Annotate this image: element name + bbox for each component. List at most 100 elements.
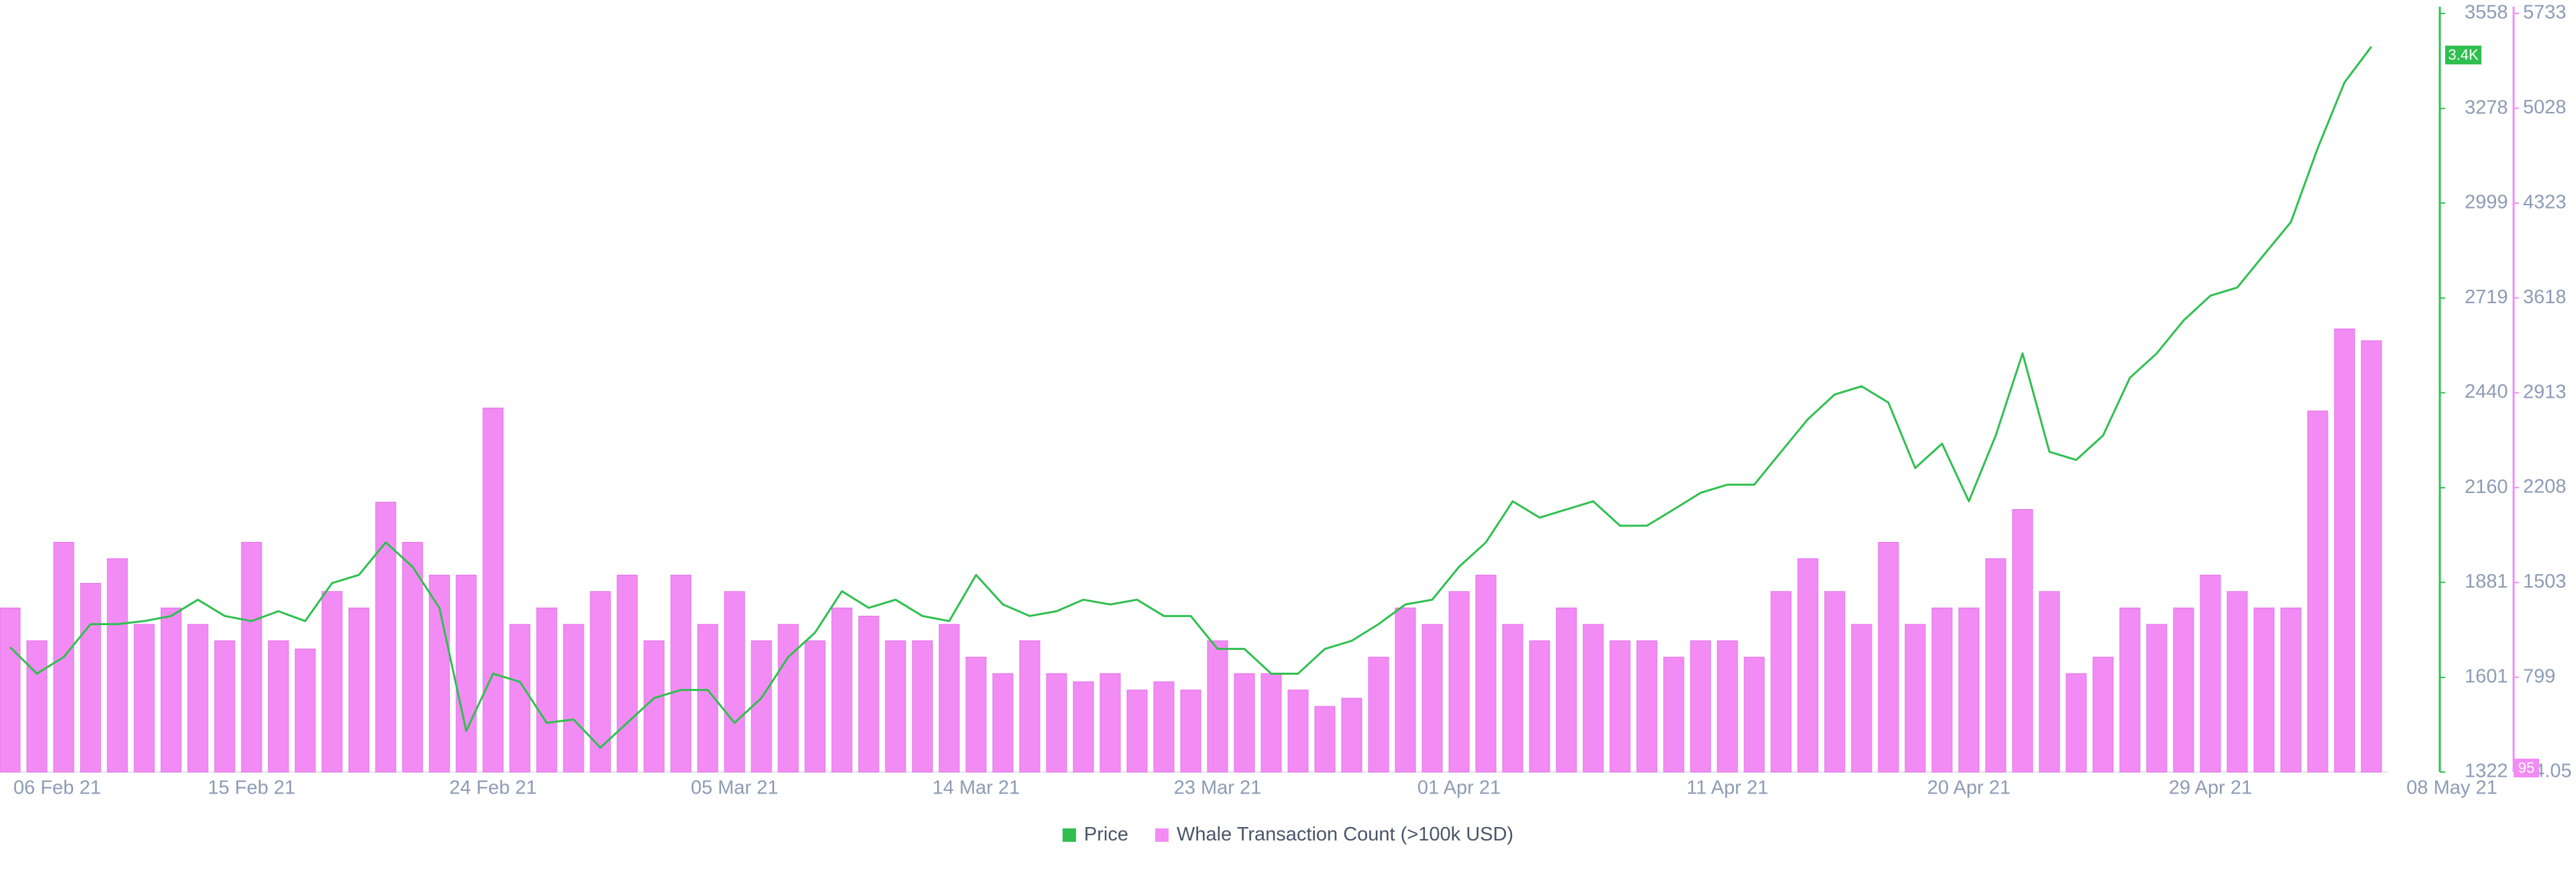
last-value-label: 95 xyxy=(2518,759,2534,776)
y2-tick-label: 5028 xyxy=(2523,97,2567,118)
whale-bar xyxy=(402,541,423,773)
whale-bar xyxy=(1958,607,1980,773)
whale-bar xyxy=(2307,411,2328,773)
whale-bar xyxy=(1073,681,1094,773)
whale-bar xyxy=(2012,508,2033,773)
legend-label: Whale Transaction Count (>100k USD) xyxy=(1176,824,1514,845)
whale-bar xyxy=(1421,624,1443,773)
whale-bar xyxy=(2226,591,2248,773)
whale-bar xyxy=(724,591,745,773)
x-tick-label: 14 Mar 21 xyxy=(932,777,1020,799)
legend-item[interactable]: Whale Transaction Count (>100k USD) xyxy=(1155,824,1513,846)
y2-tick-label: 1503 xyxy=(2523,571,2567,592)
last-value-badge xyxy=(2514,759,2539,777)
x-tick-label: 15 Feb 21 xyxy=(208,777,296,799)
whale-bar xyxy=(268,640,289,773)
whale-bar xyxy=(1878,541,1899,773)
whale-bar xyxy=(321,591,343,773)
legend-swatch xyxy=(1155,828,1169,842)
whale-bar xyxy=(2253,607,2275,773)
whale-bar xyxy=(1797,558,1819,773)
whale-bar xyxy=(1126,690,1148,773)
whale-bar xyxy=(1690,640,1711,773)
whale-bar xyxy=(107,558,128,773)
whale-bar xyxy=(2200,574,2221,773)
whale-bar xyxy=(429,574,450,773)
whale-bar xyxy=(2146,624,2167,773)
y-tick-label: 2719 xyxy=(2465,286,2508,308)
whale-bar xyxy=(2092,657,2114,773)
y-tick-label: 1322 xyxy=(2465,761,2508,782)
whale-bar xyxy=(1851,624,1872,773)
x-tick-label: 29 Apr 21 xyxy=(2169,777,2252,799)
legend: Price Whale Transaction Count (>100k USD) xyxy=(0,824,2576,846)
whale-bar xyxy=(1341,698,1362,773)
whale-bar xyxy=(804,640,826,773)
whale-bar xyxy=(1234,673,1255,773)
whale-bar xyxy=(858,616,879,773)
x-tick-label: 08 May 21 xyxy=(2406,777,2497,799)
whale-bar xyxy=(1475,574,1497,773)
whale-bar xyxy=(2119,607,2141,773)
whale-bar xyxy=(1287,690,1309,773)
whale-bar xyxy=(2334,328,2355,773)
x-tick-label: 11 Apr 21 xyxy=(1686,777,1768,799)
whale-bar xyxy=(2039,591,2060,773)
legend-label: Price xyxy=(1083,824,1128,845)
whale-bar xyxy=(1636,640,1658,773)
x-tick-label: 20 Apr 21 xyxy=(1927,777,2010,799)
whale-bar xyxy=(1931,607,1953,773)
whale-bar xyxy=(1770,591,1792,773)
whale-bar xyxy=(536,607,557,773)
whale-bar xyxy=(2280,607,2302,773)
whale-bar xyxy=(1395,607,1416,773)
y-tick-label: 3278 xyxy=(2465,97,2508,118)
whale-bar xyxy=(2173,607,2194,773)
legend-item[interactable]: Price xyxy=(1062,824,1128,846)
whale-bar xyxy=(294,648,316,773)
whale-bar xyxy=(1046,673,1067,773)
whale-bar xyxy=(1582,624,1604,773)
y2-tick-label: 2208 xyxy=(2523,476,2567,498)
whale-bar xyxy=(992,673,1014,773)
whale-bar xyxy=(670,574,692,773)
whale-bar xyxy=(348,607,370,773)
price-line xyxy=(9,46,2373,749)
last-value-label: 3.4K xyxy=(2448,46,2479,63)
whale-bar xyxy=(831,607,853,773)
whale-bar xyxy=(1019,640,1040,773)
whale-bar xyxy=(133,624,155,773)
y2-tick-label: 799 xyxy=(2523,665,2555,687)
whale-bar xyxy=(1260,673,1282,773)
whale-bar xyxy=(160,607,182,773)
whale-bar xyxy=(1368,657,1389,773)
x-tick-label: 06 Feb 21 xyxy=(13,777,101,799)
whale-bar xyxy=(1985,558,2006,773)
whale-bar xyxy=(2361,340,2382,773)
whale-bar xyxy=(643,640,665,773)
whale-bar xyxy=(1663,657,1684,773)
whale-bar xyxy=(1904,624,1926,773)
whale-bar xyxy=(938,624,960,773)
whale-bar xyxy=(616,574,638,773)
whale-bar xyxy=(1717,640,1738,773)
whale-bar xyxy=(965,657,987,773)
whale-bar xyxy=(2065,673,2087,773)
whale-bar xyxy=(241,541,262,773)
whale-bar xyxy=(187,624,209,773)
whale-bar xyxy=(1824,591,1845,773)
y-tick-label: 2440 xyxy=(2465,381,2508,402)
chart: 13221601188121602440271929993278355894.0… xyxy=(0,2,2572,799)
legend-swatch xyxy=(1062,828,1076,842)
whale-bar xyxy=(751,640,772,773)
whale-bar xyxy=(1314,706,1336,773)
whale-bar xyxy=(912,640,933,773)
x-tick-label: 24 Feb 21 xyxy=(449,777,537,799)
whale-bar xyxy=(482,407,504,773)
whale-bar xyxy=(1099,673,1121,773)
whale-bar xyxy=(1609,640,1631,773)
whale-bar xyxy=(777,624,799,773)
y2-tick-label: 3618 xyxy=(2523,286,2567,308)
whale-bar xyxy=(885,640,906,773)
